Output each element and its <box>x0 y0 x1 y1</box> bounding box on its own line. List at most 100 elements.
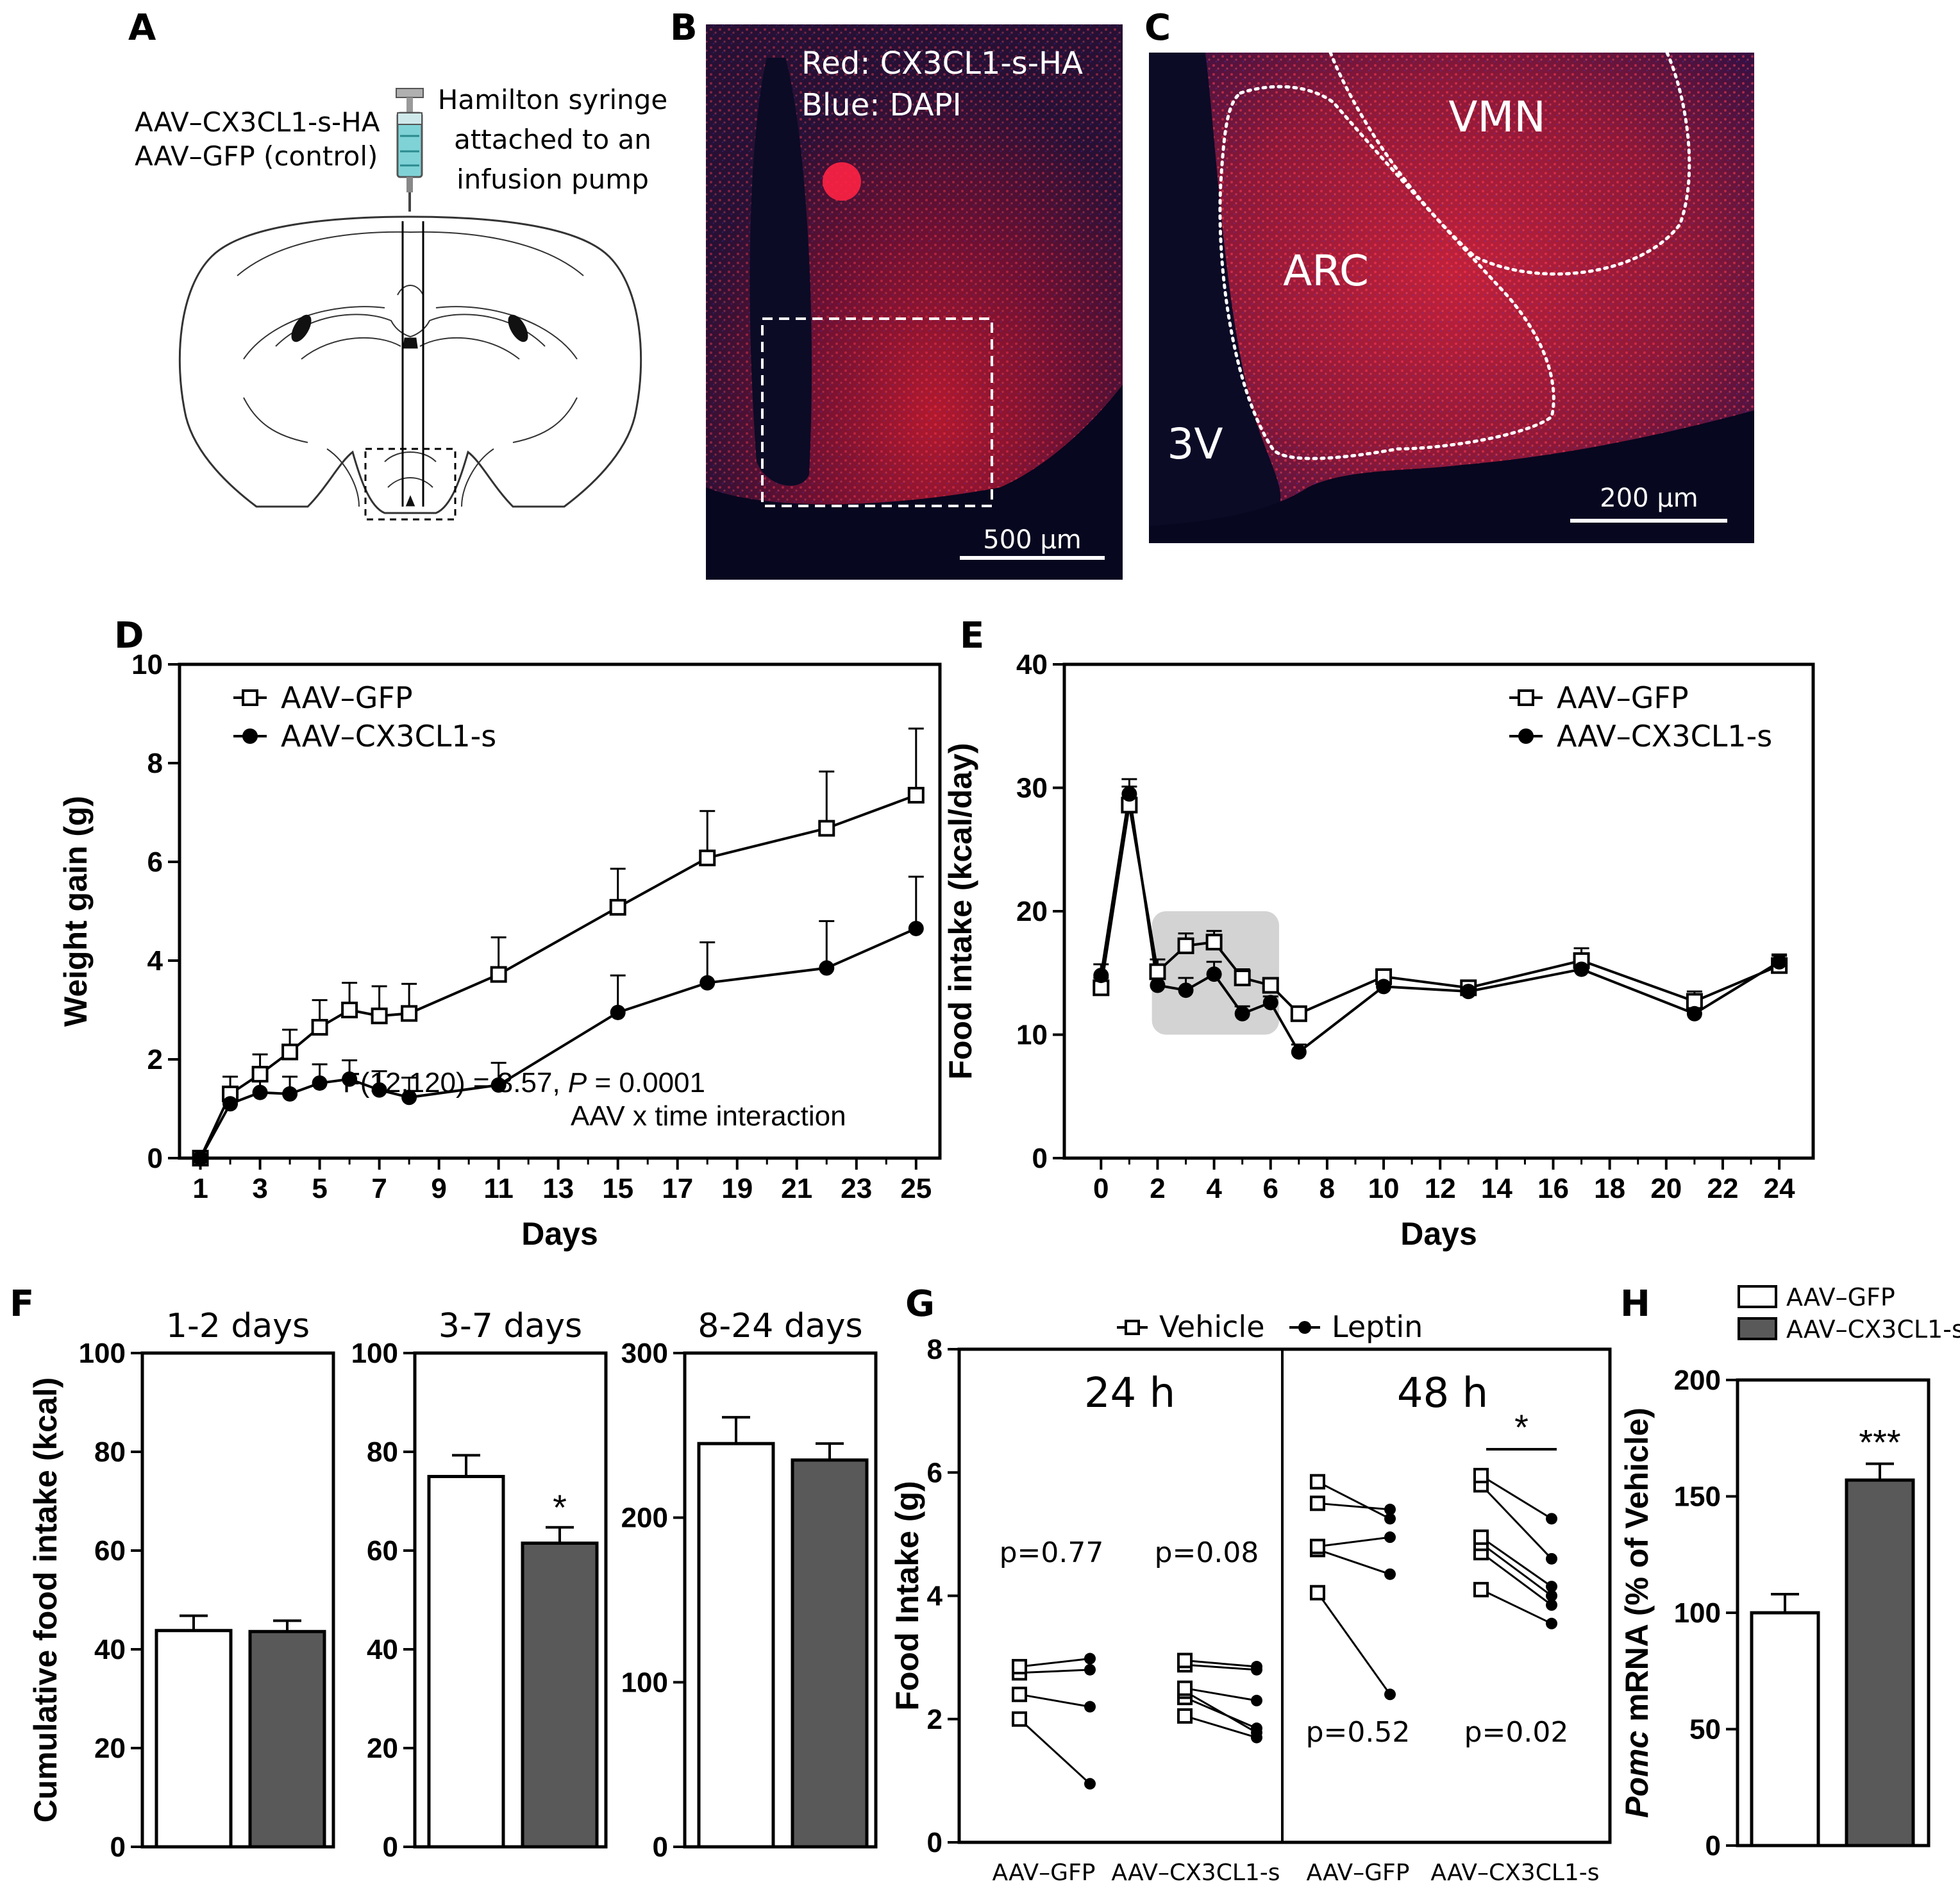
gE-y-ytick-label: 30 <box>1016 773 1048 804</box>
bar-gfp <box>155 1629 233 1849</box>
x-tick-label: 16 <box>1537 1173 1569 1204</box>
paired-line <box>1018 1718 1091 1785</box>
panel-d: D F(12,120) = 3.57, P = 0.0001 AAV x tim… <box>58 615 942 1252</box>
vehicle-point <box>1177 1708 1193 1724</box>
data-point-square <box>1262 977 1279 994</box>
f-ytick-label: 0 <box>383 1831 398 1863</box>
x-tick-label: 14 <box>1481 1173 1512 1204</box>
paired-line <box>1184 1659 1257 1668</box>
data-point-circle <box>490 1077 507 1093</box>
vehicle-point <box>1012 1659 1027 1675</box>
legend-marker-square <box>242 689 258 706</box>
leptin-point <box>1084 1663 1096 1676</box>
panel-c-label: C <box>1144 7 1171 49</box>
zoom-region-box <box>761 317 993 507</box>
syringe-label-3: infusion pump <box>456 164 649 195</box>
plot-frame <box>140 1351 335 1849</box>
legend-swatch <box>1738 1285 1777 1308</box>
data-point-square <box>401 1005 418 1022</box>
vehicle-point <box>1310 1538 1325 1554</box>
subplot-title: 1-2 days <box>166 1307 310 1345</box>
f-ytick-label: 200 <box>621 1502 668 1534</box>
x-tick-label: 20 <box>1650 1173 1682 1204</box>
paired-line <box>1480 1484 1553 1560</box>
y-axis-label-rest: mRNA (% of Vehicle) <box>1619 1408 1655 1731</box>
plot-frame <box>413 1351 608 1849</box>
legend-swatch <box>1738 1317 1777 1340</box>
x-tick-label: 4 <box>1206 1173 1222 1204</box>
data-point-square <box>907 787 925 804</box>
g-ytick-label: 2 <box>927 1704 942 1735</box>
gE-y-ytick-label: 20 <box>1016 896 1048 927</box>
g-ytick-label: 8 <box>927 1334 942 1365</box>
leptin-point <box>1384 1513 1396 1525</box>
x-tick-label: 24 <box>1764 1173 1795 1204</box>
x-tick-label: 17 <box>662 1173 693 1204</box>
gE-y-ytick-label: 0 <box>1032 1143 1048 1174</box>
paired-line <box>1184 1690 1257 1734</box>
arc-label: ARC <box>1283 246 1369 296</box>
panel-f-label: F <box>10 1283 34 1325</box>
gE-y-ytick-label: 40 <box>1016 649 1048 680</box>
leptin-point <box>1384 1688 1396 1701</box>
panel-f: F Cumulative food intake (kcal) 1-2 days 0… <box>10 1283 878 1863</box>
y-axis-label: Cumulative food intake (kcal) <box>28 1377 63 1823</box>
panel-g-label: G <box>905 1283 935 1325</box>
group-label: AAV–GFP <box>1307 1860 1410 1886</box>
stain-label-red: Red: CX3CL1-s-HA <box>801 46 1083 81</box>
data-point-circle <box>1121 786 1137 802</box>
leptin-point <box>1084 1778 1096 1790</box>
data-point-circle <box>1686 1005 1702 1022</box>
paired-line <box>1480 1542 1552 1597</box>
h-ytick-label: 200 <box>1674 1365 1721 1396</box>
panel-a-label: A <box>128 7 156 49</box>
g-ytick-label: 6 <box>927 1457 942 1488</box>
data-point-square <box>1205 934 1223 951</box>
group-label: AAV–CX3CL1-s <box>1430 1860 1599 1886</box>
vehicle-point <box>1177 1653 1193 1669</box>
dark-region-b <box>706 385 1123 580</box>
vehicle-point <box>1473 1581 1489 1597</box>
significance-marker: *** <box>1859 1422 1900 1463</box>
significance-marker: * <box>1514 1407 1529 1447</box>
subplot-title: 3-7 days <box>439 1307 582 1345</box>
x-tick-label: 19 <box>721 1173 753 1204</box>
x-tick-label: 15 <box>602 1173 633 1204</box>
data-point-circle <box>1178 982 1194 998</box>
x-tick-label: 2 <box>1150 1173 1165 1204</box>
x-tick-label: 25 <box>900 1173 932 1204</box>
data-point-circle <box>908 920 924 936</box>
h-ytick-label: 50 <box>1689 1714 1721 1746</box>
f-ytick-label: 0 <box>653 1831 668 1863</box>
x-tick-label: 1 <box>192 1173 208 1204</box>
p-value: p=0.52 <box>1306 1716 1411 1749</box>
g-ytick-label: 0 <box>927 1827 942 1858</box>
third-ventricle-c <box>1149 53 1281 526</box>
leptin-point <box>1251 1694 1262 1706</box>
dark-region-c <box>1149 410 1754 543</box>
bar-gfp <box>1750 1611 1820 1847</box>
panel-h-label: H <box>1620 1283 1650 1325</box>
bar-gfp <box>427 1475 505 1849</box>
paired-line <box>1019 1693 1091 1708</box>
plot-frame <box>683 1351 878 1849</box>
legend-marker-circle <box>242 728 258 744</box>
data-point-circle <box>1093 968 1109 984</box>
x-tick-label: 0 <box>1093 1173 1109 1204</box>
paired-line <box>1480 1536 1552 1588</box>
panel-e-label: E <box>960 615 984 657</box>
f-ytick-label: 100 <box>621 1667 668 1698</box>
stain-label-blue: Blue: DAPI <box>801 87 962 123</box>
scale-label-b: 500 µm <box>983 525 1081 555</box>
f-ytick-label: 100 <box>351 1338 398 1369</box>
gD-y-ytick-label: 8 <box>147 748 163 779</box>
data-point-circle <box>1772 954 1788 970</box>
gD-y-ytick-label: 0 <box>147 1143 163 1174</box>
paired-line <box>1019 1669 1091 1674</box>
x-tick-label: 5 <box>312 1173 327 1204</box>
gD-y-ytick-label: 6 <box>147 846 163 878</box>
legend-label-vehicle: Vehicle <box>1159 1309 1265 1344</box>
leptin-point <box>1546 1581 1557 1593</box>
data-point-circle <box>252 1084 268 1100</box>
